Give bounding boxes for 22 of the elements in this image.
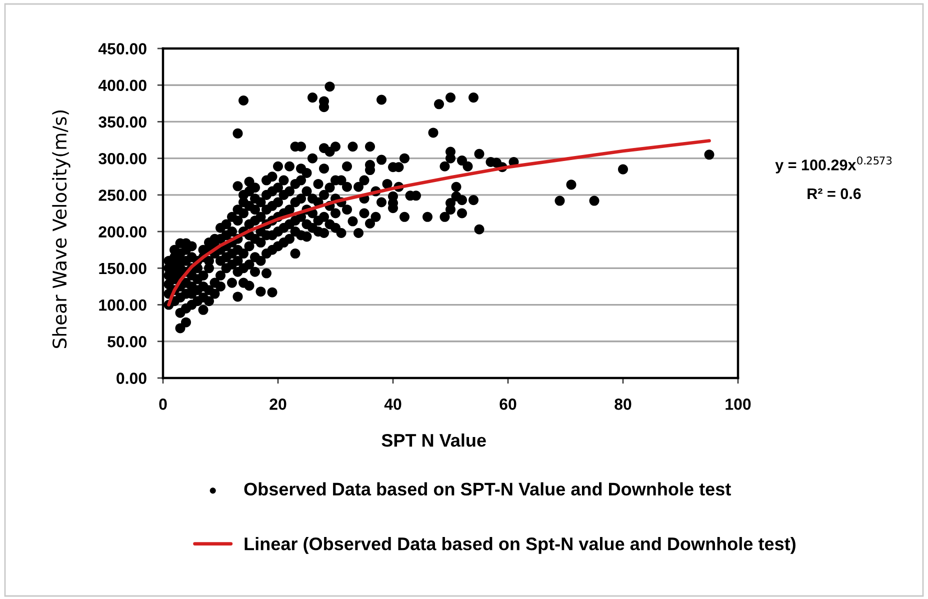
x-tick-label: 0 bbox=[159, 398, 167, 410]
y-tick-label: 200.00 bbox=[98, 226, 146, 238]
y-tick-label: 450.00 bbox=[98, 43, 146, 54]
x-tick-label: 40 bbox=[384, 398, 402, 410]
x-tick-label: 100 bbox=[726, 398, 751, 410]
x-tick-label: 20 bbox=[270, 398, 286, 410]
y-tick-label: 100.00 bbox=[99, 299, 146, 311]
x-tick-label: 80 bbox=[614, 398, 632, 410]
y-tick-label: 400.00 bbox=[98, 80, 146, 92]
y-axis-title: Shear Wave Velocity(m/s) bbox=[52, 110, 70, 348]
y-tick-label: 0.00 bbox=[116, 372, 146, 384]
text: y = 100.29x$^{0.2573}$ bbox=[775, 156, 892, 174]
legend-label: Observed Data based on SPT-N Value and Downhole test bbox=[244, 482, 731, 496]
y-tick-label: 150.00 bbox=[99, 262, 146, 274]
y-tick-label: 350.00 bbox=[98, 116, 146, 128]
y-tick-label: 50.00 bbox=[108, 336, 146, 348]
y-tick-label: 300.00 bbox=[98, 152, 146, 164]
x-tick-label: 60 bbox=[500, 398, 516, 410]
y-tick-label: 250.00 bbox=[98, 190, 146, 201]
legend-label: Linear (Observed Data based on Spt-N value and Downhole test) bbox=[244, 537, 796, 554]
x-axis-title: SPT N Value bbox=[382, 434, 486, 447]
text: R² = 0.6 bbox=[808, 188, 861, 200]
